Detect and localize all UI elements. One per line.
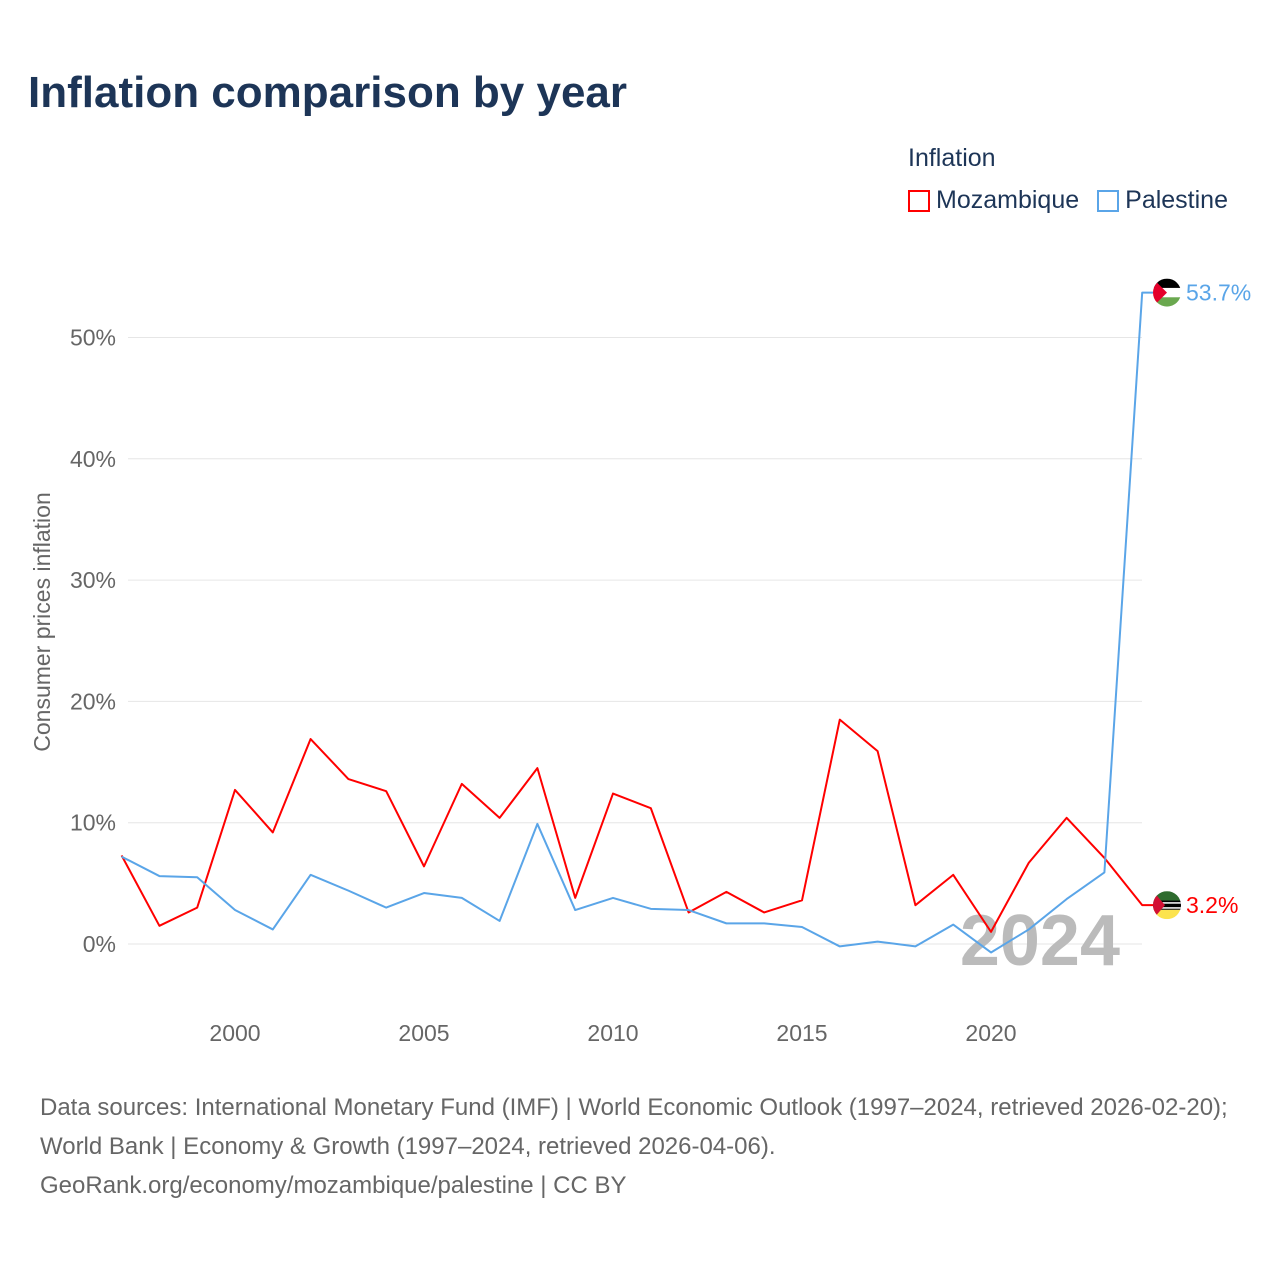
data-point	[270, 829, 276, 835]
data-point	[345, 888, 351, 894]
x-tick-label: 2010	[587, 1020, 638, 1046]
data-point	[1026, 860, 1032, 866]
data-point	[383, 905, 389, 911]
y-axis-label: Consumer prices inflation	[29, 492, 55, 752]
y-tick-label: 30%	[70, 567, 116, 593]
x-tick-label: 2005	[398, 1020, 449, 1046]
legend-label: Palestine	[1125, 186, 1228, 214]
data-point	[459, 895, 465, 901]
legend: Mozambique Palestine	[908, 186, 1228, 215]
data-point	[837, 943, 843, 949]
data-point	[534, 821, 540, 827]
source-link[interactable]: GeoRank.org/economy/mozambique/palestine…	[40, 1172, 627, 1199]
data-point	[723, 920, 729, 926]
data-sources: Data sources: International Monetary Fun…	[40, 1094, 1228, 1160]
data-point	[950, 922, 956, 928]
palestine-flag-icon	[1153, 278, 1181, 307]
data-point	[610, 791, 616, 797]
legend-item-palestine[interactable]: Palestine	[1097, 186, 1228, 215]
data-point	[912, 902, 918, 908]
data-point	[459, 781, 465, 787]
y-tick-label: 50%	[70, 325, 116, 351]
data-point	[1064, 896, 1070, 902]
data-point	[648, 805, 654, 811]
legend-swatch-mozambique	[908, 189, 930, 212]
data-point	[572, 895, 578, 901]
y-tick-label: 40%	[70, 446, 116, 472]
mozambique-flag-icon	[1153, 891, 1181, 920]
data-point	[1139, 290, 1145, 296]
data-point	[119, 854, 125, 860]
data-point	[572, 907, 578, 913]
year-watermark: 2024	[960, 901, 1120, 981]
x-tick-label: 2000	[209, 1020, 260, 1046]
data-point	[1139, 902, 1145, 908]
data-point	[875, 939, 881, 945]
footer: Data sources: International Monetary Fun…	[40, 1088, 1250, 1205]
data-point	[345, 776, 351, 782]
data-point	[308, 872, 314, 878]
legend-swatch-palestine	[1097, 189, 1120, 212]
data-point	[988, 929, 994, 935]
legend-item-mozambique[interactable]: Mozambique	[908, 186, 1079, 215]
data-point	[497, 815, 503, 821]
data-point	[270, 926, 276, 932]
data-point	[799, 924, 805, 930]
y-tick-label: 10%	[70, 810, 116, 836]
data-point	[156, 873, 162, 879]
y-tick-label: 20%	[70, 688, 116, 714]
chart-title: Inflation comparison by year	[28, 68, 628, 117]
data-point	[1101, 869, 1107, 875]
end-label-palestine: 53.7%	[1186, 280, 1251, 306]
end-label-mozambique: 3.2%	[1186, 892, 1238, 918]
data-point	[950, 872, 956, 878]
data-point	[875, 748, 881, 754]
data-point	[799, 897, 805, 903]
data-point	[421, 890, 427, 896]
data-point	[1064, 815, 1070, 821]
data-point	[610, 895, 616, 901]
x-tick-label: 2020	[965, 1020, 1016, 1046]
data-point	[837, 717, 843, 723]
x-tick-label: 2015	[776, 1020, 827, 1046]
data-point	[308, 736, 314, 742]
data-point	[723, 889, 729, 895]
data-point	[232, 787, 238, 793]
data-point	[534, 765, 540, 771]
data-point	[648, 906, 654, 912]
series-line-mozambique	[120, 718, 1155, 933]
data-point	[761, 909, 767, 915]
legend-label: Mozambique	[936, 186, 1080, 214]
data-point	[988, 949, 994, 955]
data-point	[1026, 926, 1032, 932]
data-point	[156, 923, 162, 929]
data-point	[912, 943, 918, 949]
data-point	[194, 874, 200, 880]
data-point	[497, 918, 503, 924]
y-tick-label: 0%	[83, 931, 116, 957]
data-point	[232, 907, 238, 913]
data-point	[421, 863, 427, 869]
data-point	[761, 920, 767, 926]
legend-title: Inflation	[908, 144, 996, 172]
data-point	[194, 905, 200, 911]
series-line-palestine	[121, 291, 1155, 954]
data-point	[383, 788, 389, 794]
data-point	[686, 907, 692, 913]
